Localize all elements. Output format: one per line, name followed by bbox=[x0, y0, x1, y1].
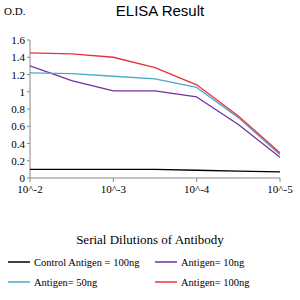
legend-swatch bbox=[155, 261, 177, 263]
y-tick-label: 1 bbox=[20, 86, 26, 98]
y-tick-label: 0.4 bbox=[11, 138, 25, 150]
series-line bbox=[30, 66, 280, 157]
legend-label: Antigen= 100ng bbox=[181, 277, 250, 288]
chart-svg: ELISA ResultO.D.00.20.40.60.811.21.41.61… bbox=[0, 0, 300, 300]
x-tick bbox=[280, 178, 281, 182]
x-tick bbox=[113, 178, 114, 182]
series-line bbox=[30, 73, 280, 155]
legend-label: Antigen= 50ng bbox=[34, 277, 98, 288]
title: ELISA Result bbox=[116, 2, 205, 19]
y-tick-label: 1.2 bbox=[11, 69, 25, 81]
y-tick bbox=[27, 160, 30, 161]
x-axis-line bbox=[30, 178, 280, 179]
plot-area bbox=[30, 53, 280, 172]
y-axis-label: O.D. bbox=[4, 5, 26, 17]
legend-label: Control Antigen = 100ng bbox=[34, 257, 140, 268]
legend-swatch bbox=[155, 281, 177, 283]
x-tick bbox=[30, 178, 31, 182]
y-tick-label: 0.2 bbox=[11, 155, 25, 167]
x-tick bbox=[196, 178, 197, 182]
y-tick bbox=[27, 109, 30, 110]
series-line bbox=[30, 53, 280, 153]
x-tick-label: 10^-4 bbox=[184, 183, 210, 195]
legend-swatch bbox=[8, 261, 30, 263]
legend-label: Antigen= 10ng bbox=[181, 257, 245, 268]
y-tick bbox=[27, 91, 30, 92]
series-line bbox=[30, 169, 280, 172]
x-tick-label: 10^-5 bbox=[267, 183, 293, 195]
x-axis-label: Serial Dilutions of Antibody bbox=[76, 232, 224, 247]
x-tick-label: 10^-3 bbox=[101, 183, 127, 195]
y-tick-label: 1.4 bbox=[11, 51, 25, 63]
y-tick bbox=[27, 126, 30, 127]
legend-swatch bbox=[8, 281, 30, 283]
y-tick bbox=[27, 143, 30, 144]
x-tick-label: 10^-2 bbox=[17, 183, 42, 195]
y-tick-label: 0.8 bbox=[11, 103, 25, 115]
chart-container: ELISA ResultO.D.00.20.40.60.811.21.41.61… bbox=[0, 0, 300, 300]
y-tick-label: 1.6 bbox=[11, 34, 25, 46]
y-tick-label: 0.6 bbox=[11, 120, 25, 132]
y-tick bbox=[27, 74, 30, 75]
y-tick bbox=[27, 57, 30, 58]
y-tick bbox=[27, 40, 30, 41]
